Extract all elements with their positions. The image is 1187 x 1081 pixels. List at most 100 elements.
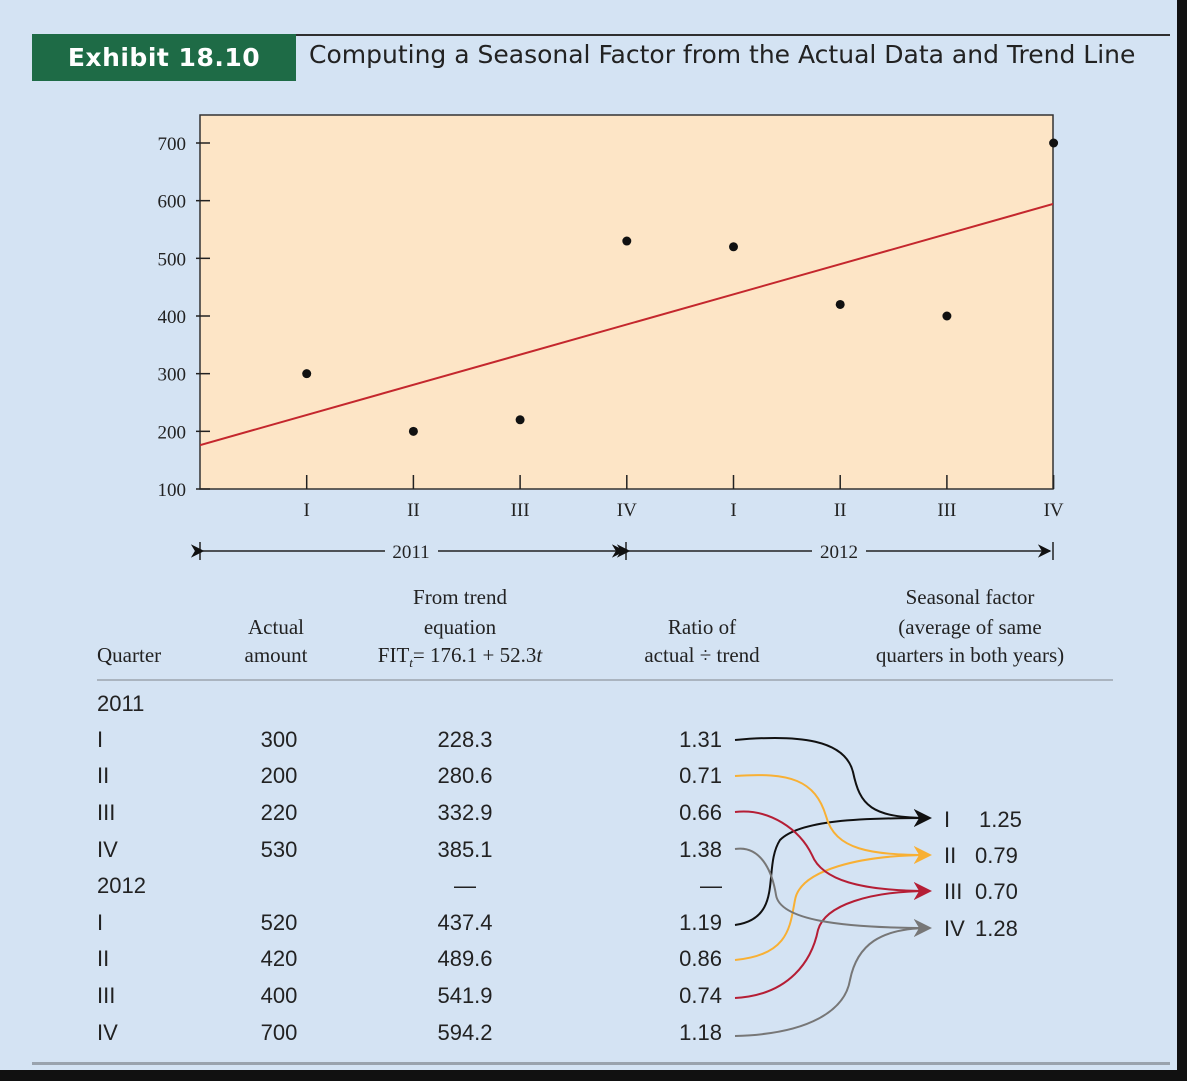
year-span-2012: 2012 [616,542,1054,563]
exhibit-title: Computing a Seasonal Factor from the Act… [309,40,1136,69]
connector-q3-2012 [734,882,932,999]
cell-ratio: 0.86 [679,946,722,971]
header-quarter: Quarter [97,643,161,667]
cell-quarter: I [97,727,103,752]
x-tick-label: IV [617,500,637,521]
data-point [302,369,312,379]
x-axis: I II III IV I II III IV [304,475,1064,521]
cell-actual: 200 [261,763,298,788]
header-trend-line1: From trend [413,585,507,609]
data-point [942,311,952,321]
x-tick-label: IV [1044,500,1064,521]
seasonal-q2-label: II [944,843,956,868]
seasonal-connectors [734,736,932,1037]
connector-q4-2011 [734,847,932,937]
plot-area [199,114,1054,490]
cell-ratio: 1.19 [679,910,722,935]
y-axis: 100 200 300 400 500 600 700 [158,134,210,501]
seasonal-q1-label: I [944,807,950,832]
year-label-2011: 2011 [392,542,429,563]
cell-quarter: I [97,910,103,935]
cell-trend: 541.9 [437,983,492,1008]
cell-ratio: 0.74 [679,983,722,1008]
data-points [302,138,1059,436]
cell-actual: 530 [261,837,298,862]
table-header: Quarter Actual amount From trend equatio… [97,585,1064,670]
cell-trend: — [454,873,476,898]
x-tick-label: III [937,500,956,521]
cell-quarter: 2011 [97,691,144,716]
data-point [622,236,632,246]
header-seasonal-line2: (average of same [898,615,1041,639]
cell-ratio: — [700,873,722,898]
cell-quarter: II [97,763,109,788]
seasonal-q1-value: 1.25 [979,807,1022,832]
y-tick-label: 100 [158,480,187,501]
header-ratio-line1: Ratio of [668,615,736,639]
y-tick-label: 700 [158,134,187,155]
header-rule [296,34,1170,36]
cell-trend: 280.6 [437,763,492,788]
trend-line [200,203,1053,447]
connector-q1-2012 [734,809,932,926]
connector-q1-2011 [734,736,932,827]
header-seasonal-line3: quarters in both years) [876,643,1064,667]
header-ratio-line2: actual ÷ trend [644,643,760,667]
cell-actual: 520 [261,910,298,935]
x-tick-label: III [511,500,530,521]
cell-ratio: 0.71 [679,763,722,788]
y-tick-label: 200 [158,422,187,443]
y-tick-label: 600 [158,192,187,213]
bottom-rule [32,1062,1170,1065]
cell-trend: 228.3 [437,727,492,752]
data-point [408,426,418,436]
cell-trend: 332.9 [437,800,492,825]
year-span-2011: 2011 [190,542,627,563]
cell-actual: 700 [261,1020,298,1045]
cell-ratio: 1.18 [679,1020,722,1045]
exhibit-number: Exhibit 18.10 [32,34,296,81]
y-tick-label: 400 [158,307,187,328]
y-tick-label: 300 [158,365,187,386]
data-point [835,299,845,309]
seasonal-q4-value: 1.28 [975,916,1018,941]
seasonal-factors: I 1.25 II 0.79 III 0.70 IV 1.28 [944,807,1022,941]
cell-trend: 594.2 [437,1020,492,1045]
header-trend-line2: equation [424,615,497,639]
data-point [729,242,738,252]
cell-actual: 420 [261,946,298,971]
x-tick-label: II [407,500,420,521]
header-actual-line2: amount [245,643,308,667]
cell-quarter: 2012 [97,873,146,898]
cell-quarter: III [97,983,115,1008]
connector-q4-2012 [734,919,932,1037]
cell-ratio: 0.66 [679,800,722,825]
cell-ratio: 1.38 [679,837,722,862]
x-tick-label: I [304,500,310,521]
connector-q3-2011 [734,810,932,900]
cell-actual: 220 [261,800,298,825]
x-tick-label: II [834,500,847,521]
cell-ratio: 1.31 [679,727,722,752]
seasonal-q2-value: 0.79 [975,843,1018,868]
header-actual-line1: Actual [248,615,304,639]
connector-q2-2011 [734,774,932,864]
cell-quarter: IV [97,837,118,862]
data-point [515,415,525,425]
cell-quarter: II [97,946,109,971]
header-seasonal-line1: Seasonal factor [906,585,1035,609]
seasonal-q3-value: 0.70 [975,879,1018,904]
seasonal-q4-label: IV [944,916,965,941]
year-label-2012: 2012 [820,542,858,563]
connector-q2-2012 [734,846,932,961]
y-tick-label: 500 [158,249,187,270]
seasonal-q3-label: III [944,879,962,904]
cell-actual: 400 [261,983,298,1008]
cell-trend: 385.1 [437,837,492,862]
header-trend-equation: FITt= 176.1 + 52.3t [378,643,544,670]
data-point [1049,138,1059,148]
cell-trend: 437.4 [437,910,492,935]
cell-trend: 489.6 [437,946,492,971]
